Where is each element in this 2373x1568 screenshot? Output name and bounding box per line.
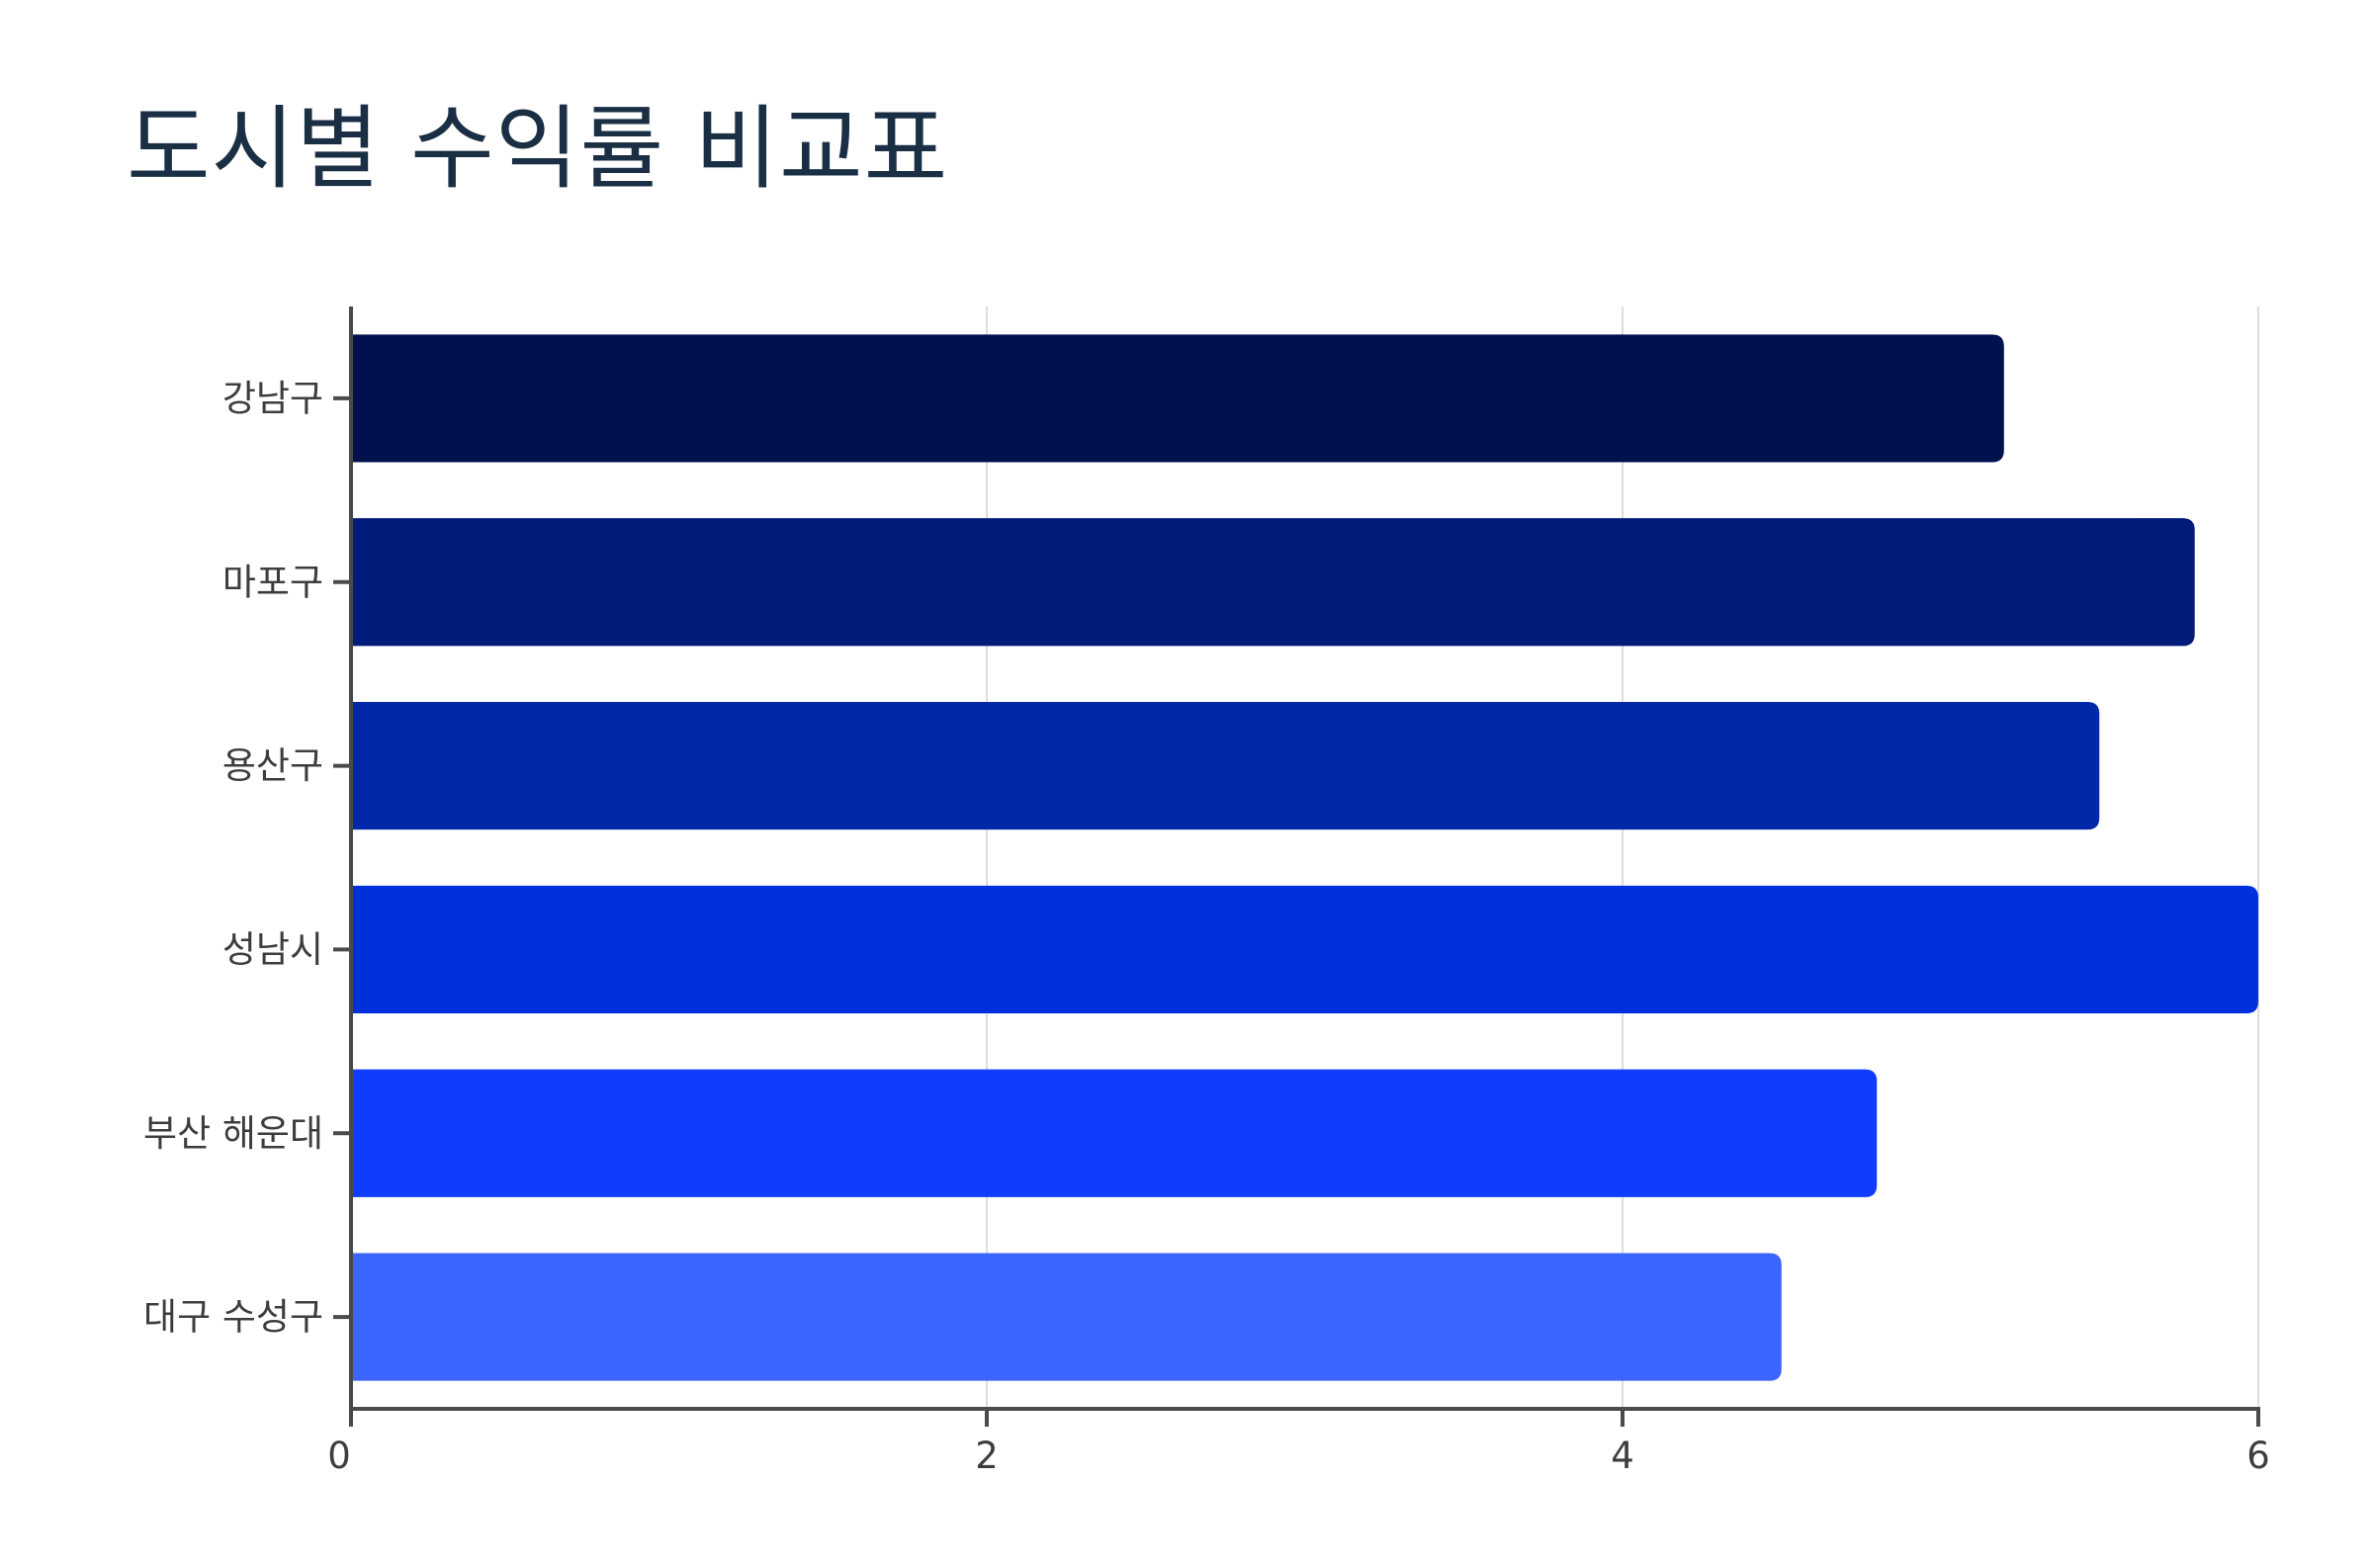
bar-4[interactable] <box>351 885 2258 1013</box>
y-tick-label: 마포구 <box>222 561 323 603</box>
bar-3[interactable] <box>351 702 2100 830</box>
grid-lines <box>986 306 2259 1409</box>
bar-2[interactable] <box>351 518 2195 647</box>
x-tick-label: 4 <box>1611 1435 1634 1477</box>
bar-6[interactable] <box>351 1253 1782 1381</box>
bars <box>351 334 2258 1381</box>
y-tick-label: 부산 해운대 <box>143 1112 323 1155</box>
y-tick-label: 강남구 <box>222 377 323 419</box>
x-tick-label: 2 <box>975 1435 999 1477</box>
bar-5[interactable] <box>351 1069 1878 1197</box>
x-tick-label: 0 <box>327 1435 351 1477</box>
axes <box>333 306 2260 1427</box>
bar-1[interactable] <box>351 334 2004 463</box>
x-tick-labels: 0 2 4 6 <box>327 1435 2270 1477</box>
y-tick-label: 대구 수성구 <box>143 1296 323 1339</box>
y-tick-label: 성남시 <box>222 928 323 971</box>
chart-title: 도시별 수익률 비교표 <box>127 96 949 202</box>
x-tick-label: 6 <box>2246 1435 2270 1477</box>
y-tick-label: 용산구 <box>222 744 323 787</box>
